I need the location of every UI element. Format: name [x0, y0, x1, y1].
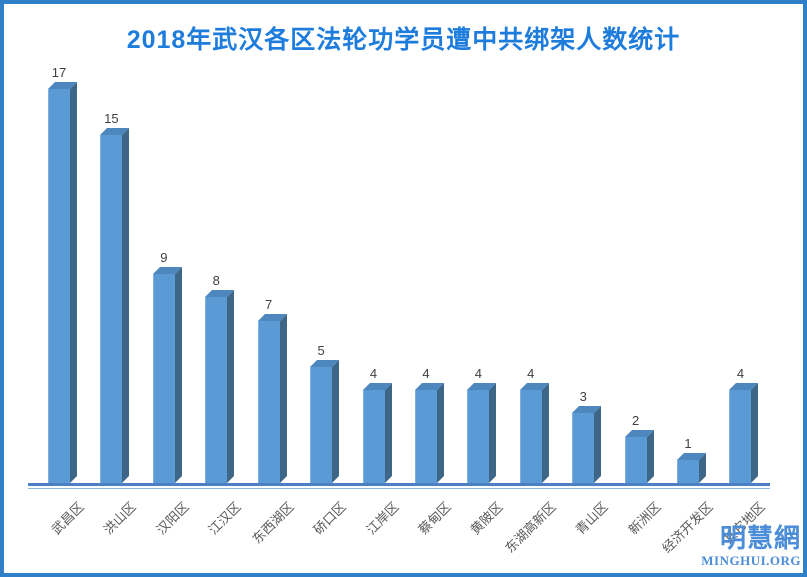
- bar-side-face: [122, 128, 130, 483]
- bar-value-label: 3: [579, 389, 587, 405]
- category-label: 武昌区: [48, 499, 87, 538]
- category-label: 洪山区: [100, 499, 140, 538]
- bar: [414, 390, 437, 483]
- bar: [624, 436, 647, 483]
- bar-side-face: [332, 360, 340, 483]
- bar: [257, 320, 280, 483]
- bar-side-face: [594, 406, 602, 483]
- bar-side-face: [489, 383, 497, 483]
- category-label: 青山区: [572, 499, 611, 538]
- x-axis-line-shadow: [28, 488, 770, 489]
- bar: [310, 367, 333, 483]
- bar-side-face: [646, 429, 654, 483]
- bar-value-label: 1: [684, 435, 692, 451]
- bar-value-label: 17: [51, 64, 67, 80]
- minghui-watermark: 明慧網 MINGHUI.ORG: [701, 525, 801, 567]
- bar-value-label: 4: [527, 366, 535, 382]
- bar-value-label: 8: [212, 273, 220, 289]
- chart-title: 2018年武汉各区法轮功学员遭中共绑架人数统计: [126, 26, 681, 54]
- bar-side-face: [70, 81, 77, 483]
- bar: [205, 297, 228, 483]
- minghui-logo-text: 明慧網: [719, 523, 801, 553]
- bar-side-face: [384, 383, 392, 483]
- bar-value-label: 2: [631, 412, 640, 428]
- bar-value-label: 7: [265, 296, 273, 312]
- bar: [572, 413, 595, 483]
- bar: [467, 390, 490, 483]
- category-label: 新洲区: [625, 499, 664, 538]
- bar: [362, 390, 385, 483]
- bar-value-label: 4: [369, 366, 378, 382]
- category-label: 江岸区: [363, 499, 402, 538]
- bar-side-face: [436, 383, 444, 483]
- category-label: 汉阳区: [153, 499, 192, 538]
- bar-value-label: 5: [317, 343, 325, 358]
- category-label: 江汉区: [205, 499, 244, 538]
- bar-value-label: 15: [104, 111, 119, 126]
- bar: [729, 390, 752, 483]
- bar-value-label: 4: [474, 366, 482, 382]
- category-label: 东西湖区: [249, 499, 297, 547]
- bar-side-face: [751, 383, 759, 483]
- bar: [100, 135, 123, 483]
- minghui-url-text: MINGHUI.ORG: [701, 553, 801, 568]
- bar-value-label: 4: [736, 366, 745, 382]
- bar: [48, 88, 70, 483]
- category-label: 东湖高新区: [501, 499, 559, 556]
- x-axis-line: [28, 483, 770, 486]
- bar-side-face: [174, 267, 182, 483]
- bar-side-face: [279, 313, 287, 483]
- bar-value-label: 4: [422, 366, 430, 382]
- bar: [519, 390, 542, 483]
- bar-side-face: [541, 383, 549, 483]
- bar: [152, 274, 175, 483]
- bar-side-face: [227, 290, 235, 483]
- category-label: 黄陂区: [467, 499, 507, 538]
- bar-value-label: 9: [160, 250, 168, 266]
- category-label: 蔡甸区: [415, 499, 454, 538]
- category-label: 硚口区: [310, 499, 349, 538]
- bar: [677, 459, 700, 483]
